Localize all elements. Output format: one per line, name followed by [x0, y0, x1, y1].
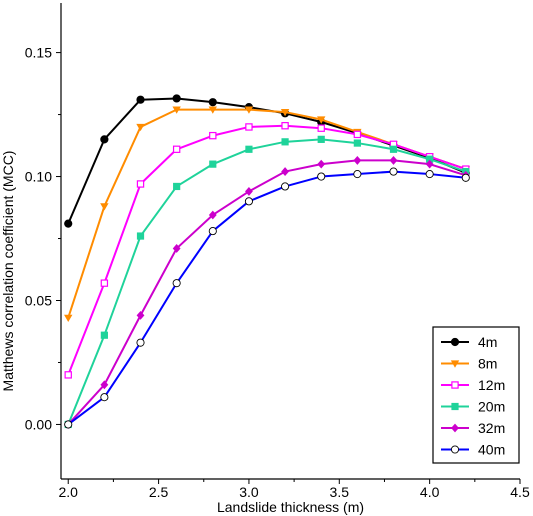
x-tick-label: 3.0	[239, 484, 259, 500]
data-point-4m	[136, 95, 145, 104]
series-line-8m	[67, 108, 467, 319]
data-point-12m	[172, 145, 181, 153]
data-point-32m	[245, 187, 253, 196]
data-point-8m	[172, 106, 181, 114]
data-point-20m	[281, 138, 289, 146]
x-axis-title: Landslide thickness (m)	[217, 499, 364, 515]
data-point-4m	[208, 98, 217, 107]
data-point-4m	[172, 94, 181, 103]
data-point-32m	[353, 156, 362, 165]
data-point-12m	[353, 130, 362, 139]
data-point-12m	[100, 279, 109, 287]
y-tick-label: 0.10	[25, 169, 52, 185]
legend-swatch-marker	[451, 381, 459, 389]
data-point-12m	[136, 180, 145, 188]
data-point-20m	[353, 139, 361, 147]
legend-swatch-marker	[451, 423, 459, 433]
data-point-40m	[136, 338, 145, 347]
data-point-8m	[64, 314, 73, 323]
y-tick-label: 0.05	[25, 293, 52, 309]
y-axis-title: Matthews correlation coefficient (MCC)	[0, 151, 16, 392]
data-point-40m	[389, 167, 398, 176]
y-tick-label: 0.15	[25, 45, 52, 61]
data-point-12m	[317, 124, 325, 132]
series-line-20m	[67, 138, 467, 425]
legend-item-12m: 12m	[441, 377, 505, 393]
data-point-32m	[389, 156, 398, 165]
data-point-40m	[317, 172, 326, 181]
legend-label: 8m	[478, 356, 497, 372]
data-point-20m	[209, 160, 217, 168]
x-tick-label: 3.5	[330, 484, 350, 500]
data-point-4m	[64, 219, 73, 228]
data-point-8m	[317, 116, 326, 124]
data-point-32m	[100, 380, 109, 390]
data-point-8m	[208, 106, 217, 114]
x-tick-label: 4.5	[510, 484, 530, 500]
data-point-20m	[173, 182, 181, 191]
data-point-4m	[100, 135, 109, 144]
legend-label: 40m	[478, 442, 505, 458]
data-point-32m	[281, 167, 289, 176]
data-point-40m	[64, 420, 73, 429]
legend-swatch-marker	[450, 337, 460, 347]
series-8m	[64, 106, 470, 323]
data-point-32m	[425, 159, 434, 169]
legend-swatch-marker	[451, 402, 459, 411]
data-point-40m	[244, 197, 253, 206]
data-point-40m	[281, 182, 290, 191]
legend-item-40m: 40m	[441, 442, 505, 458]
data-point-32m	[208, 210, 217, 220]
data-point-40m	[425, 170, 434, 179]
data-point-20m	[245, 145, 253, 153]
legend-label: 4m	[478, 334, 497, 350]
data-point-12m	[245, 123, 253, 131]
data-point-40m	[461, 173, 470, 182]
legend-label: 12m	[478, 377, 505, 393]
series-lines	[64, 94, 470, 429]
data-point-8m	[280, 108, 290, 117]
data-point-12m	[281, 122, 289, 130]
series-32m	[64, 156, 470, 429]
axes: 2.0 2.5 3.0 3.5 4.0 4.5 0.00 0.05 0.10 0.15	[25, 3, 530, 500]
legend: 4m 8m 12m 20m 32m 40m	[432, 326, 520, 464]
data-point-20m	[100, 331, 108, 339]
legend-item-4m: 4m	[441, 334, 497, 350]
legend-swatch-marker	[450, 445, 460, 454]
legend-item-32m: 32m	[441, 420, 505, 436]
data-point-32m	[136, 310, 145, 320]
series-40m	[64, 167, 470, 429]
data-point-40m	[100, 393, 109, 402]
data-point-32m	[317, 159, 326, 169]
legend-swatch-marker	[450, 360, 460, 368]
data-point-12m	[64, 371, 72, 379]
legend-label: 32m	[478, 420, 505, 436]
series-line-12m	[67, 124, 467, 376]
data-point-12m	[209, 131, 217, 140]
data-point-8m	[100, 203, 109, 211]
data-point-20m	[136, 232, 145, 240]
data-point-20m	[426, 155, 434, 163]
legend-label: 20m	[478, 399, 505, 415]
data-point-8m	[136, 123, 145, 132]
legend-item-8m: 8m	[441, 356, 497, 372]
x-tick-label: 2.0	[58, 484, 78, 500]
data-point-40m	[208, 227, 217, 236]
x-tick-label: 4.0	[420, 484, 440, 500]
data-point-32m	[172, 244, 181, 253]
series-line-32m	[67, 159, 467, 426]
x-tick-label: 2.5	[149, 484, 169, 500]
data-point-40m	[353, 170, 362, 179]
data-point-40m	[172, 279, 181, 288]
data-point-20m	[389, 145, 398, 153]
data-point-8m	[244, 106, 254, 114]
y-tick-label: 0.00	[25, 416, 52, 432]
series-line-40m	[67, 170, 466, 426]
series-20m	[64, 135, 470, 429]
data-point-20m	[317, 135, 325, 143]
legend-item-20m: 20m	[441, 399, 505, 415]
legend-box	[432, 326, 520, 464]
